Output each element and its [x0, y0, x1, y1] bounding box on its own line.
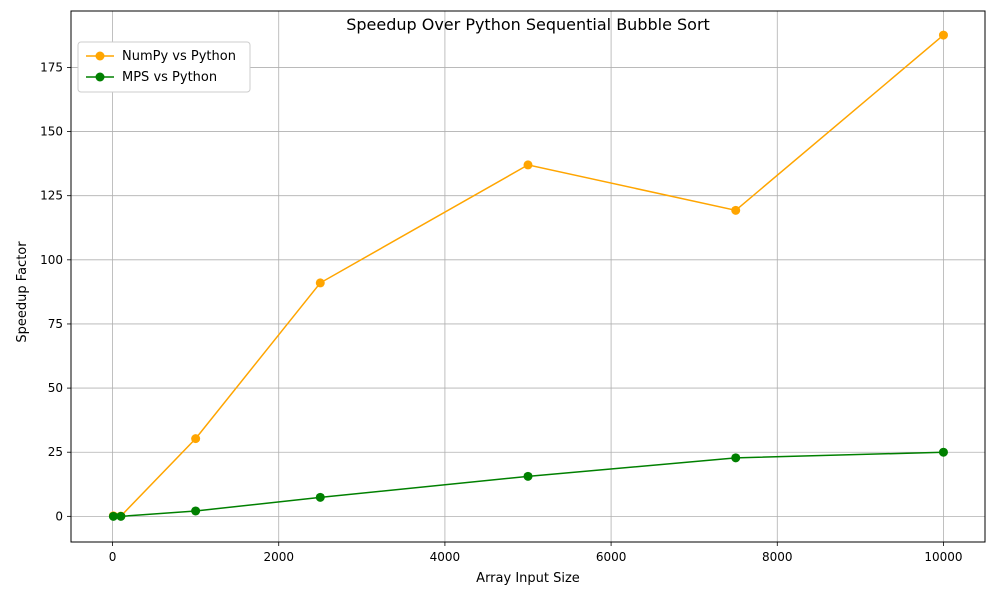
plot-frame	[70, 10, 986, 543]
series-numpy	[108, 30, 948, 521]
data-point	[731, 453, 741, 463]
grid-lines	[71, 11, 985, 542]
y-tick-label: 125	[40, 189, 63, 203]
legend-marker-mps	[95, 72, 105, 82]
y-tick-label: 100	[40, 253, 63, 267]
data-point	[731, 205, 741, 215]
legend-box	[77, 41, 251, 93]
legend: NumPy vs Python MPS vs Python	[77, 41, 251, 93]
data-point	[116, 511, 126, 521]
y-axis-label: Speedup Factor	[15, 241, 30, 343]
data-point	[938, 447, 948, 457]
chart-title: Speedup Over Python Sequential Bubble So…	[346, 15, 710, 34]
series-layer	[108, 30, 948, 521]
legend-marker-numpy	[95, 51, 105, 61]
data-point	[315, 278, 325, 288]
data-point	[191, 506, 201, 516]
series-line	[113, 451, 944, 518]
x-tick-label: 0	[109, 550, 117, 564]
series-mps	[108, 447, 948, 521]
data-point	[938, 30, 948, 40]
data-point	[315, 492, 325, 502]
x-tick-label: 10000	[924, 550, 962, 564]
x-tick-label: 2000	[263, 550, 294, 564]
y-tick-label: 0	[55, 509, 63, 523]
data-point	[108, 511, 118, 521]
y-tick-label: 75	[48, 317, 63, 331]
series-line	[113, 34, 944, 517]
y-tick-label: 25	[48, 445, 63, 459]
x-tick-label: 8000	[762, 550, 793, 564]
y-tick-label: 175	[40, 60, 63, 74]
data-point	[523, 160, 533, 170]
x-axis-label: Array Input Size	[476, 571, 580, 586]
y-tick-label: 50	[48, 381, 63, 395]
x-tick-label: 4000	[430, 550, 461, 564]
axis-ticks: 0 2000 4000 6000 8000 10000 0 25 50 75 100 125 150 17…	[40, 60, 962, 564]
legend-label-numpy: NumPy vs Python	[122, 49, 236, 64]
x-tick-label: 6000	[596, 550, 627, 564]
data-point	[523, 471, 533, 481]
y-tick-label: 150	[40, 125, 63, 139]
legend-label-mps: MPS vs Python	[122, 70, 217, 85]
data-point	[191, 434, 201, 444]
